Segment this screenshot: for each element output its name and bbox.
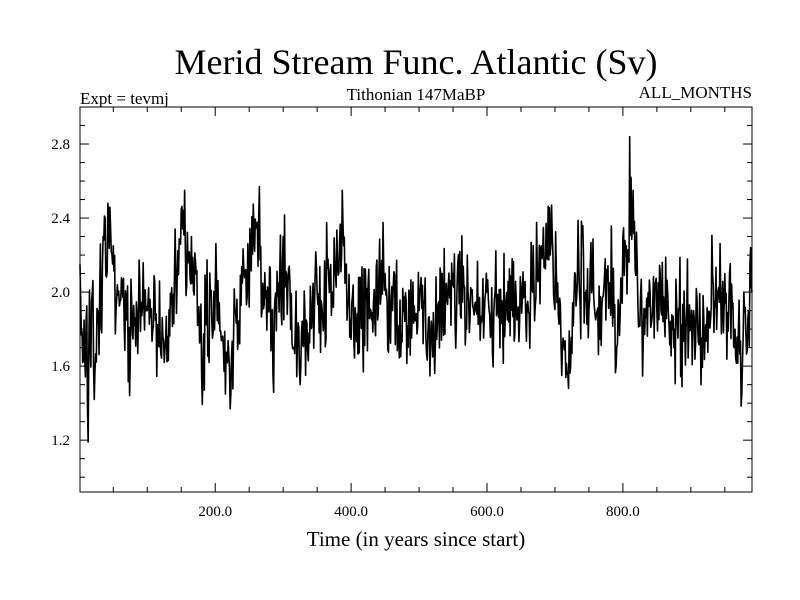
y-axis: 1.2 1.6 2.0 2.4 2.8 xyxy=(51,106,752,478)
chart-subtitle-right: ALL_MONTHS xyxy=(639,83,752,102)
x-tick-label: 800.0 xyxy=(606,504,640,520)
plot-area-frame xyxy=(79,106,753,493)
y-tick-label: 2.0 xyxy=(51,285,70,301)
chart-title: Merid Stream Func. Atlantic (Sv) xyxy=(175,42,658,82)
y-tick-label: 2.8 xyxy=(51,137,70,153)
x-tick-label: 400.0 xyxy=(334,504,368,520)
y-tick-label: 2.4 xyxy=(51,211,70,227)
x-tick-label: 600.0 xyxy=(470,504,504,520)
chart-subtitle-left: Expt = tevmj xyxy=(80,89,169,108)
y-tick-label: 1.2 xyxy=(51,433,70,449)
x-tick-label: 200.0 xyxy=(198,504,232,520)
x-axis-label: Time (in years since start) xyxy=(307,527,526,551)
x-axis: 200.0 400.0 600.0 800.0 xyxy=(112,107,726,520)
y-tick-label: 1.6 xyxy=(51,359,70,375)
series-line xyxy=(79,135,753,443)
chart-subtitle-center: Tithonian 147MaBP xyxy=(347,85,486,104)
